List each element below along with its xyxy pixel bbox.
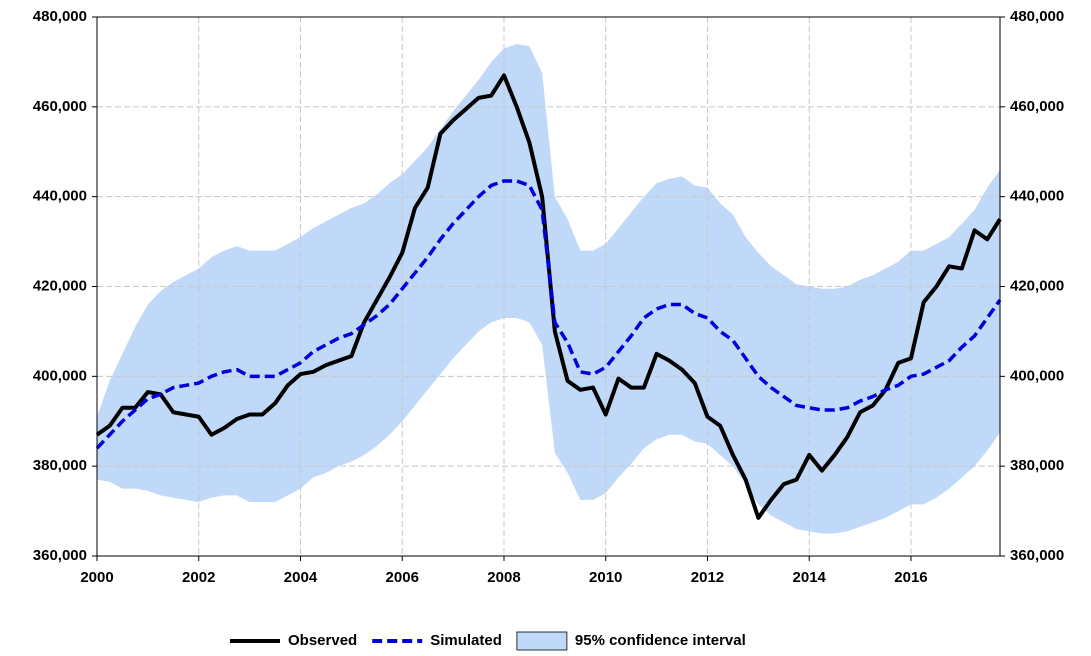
x-tick-label: 2006 <box>386 569 419 586</box>
y-tick-label: 400,000 <box>33 367 87 384</box>
series-line <box>95 179 1002 450</box>
legend-label: Simulated <box>430 632 502 649</box>
x-tick-label: 2008 <box>487 569 520 586</box>
legend-label: 95% confidence interval <box>575 632 746 649</box>
x-tick-label: 2004 <box>284 569 318 586</box>
y-tick-label: 460,000 <box>33 98 87 115</box>
y-tick-label: 420,000 <box>33 277 87 294</box>
y-tick-label: 380,000 <box>33 457 87 474</box>
x-tick-label: 2000 <box>80 569 113 586</box>
y2-tick-label: 380,000 <box>1010 457 1064 474</box>
x-tick-label: 2016 <box>894 569 927 586</box>
plot-frame <box>96 16 1001 557</box>
legend-swatch <box>516 631 568 651</box>
y-tick-label: 480,000 <box>33 8 87 25</box>
y2-tick-label: 360,000 <box>1010 547 1064 564</box>
x-tick-label: 2010 <box>589 569 622 586</box>
y2-tick-label: 400,000 <box>1010 367 1064 384</box>
y-tick-label: 360,000 <box>33 547 87 564</box>
y-tick-label: 440,000 <box>33 188 87 205</box>
y2-tick-label: 480,000 <box>1010 8 1064 25</box>
x-tick-label: 2012 <box>691 569 724 586</box>
x-tick-label: 2002 <box>182 569 215 586</box>
confidence-band <box>97 43 1000 534</box>
y2-tick-label: 420,000 <box>1010 277 1064 294</box>
x-tick-label: 2014 <box>793 569 827 586</box>
legend-label: Observed <box>288 632 357 649</box>
y2-tick-label: 440,000 <box>1010 188 1064 205</box>
y2-tick-label: 460,000 <box>1010 98 1064 115</box>
